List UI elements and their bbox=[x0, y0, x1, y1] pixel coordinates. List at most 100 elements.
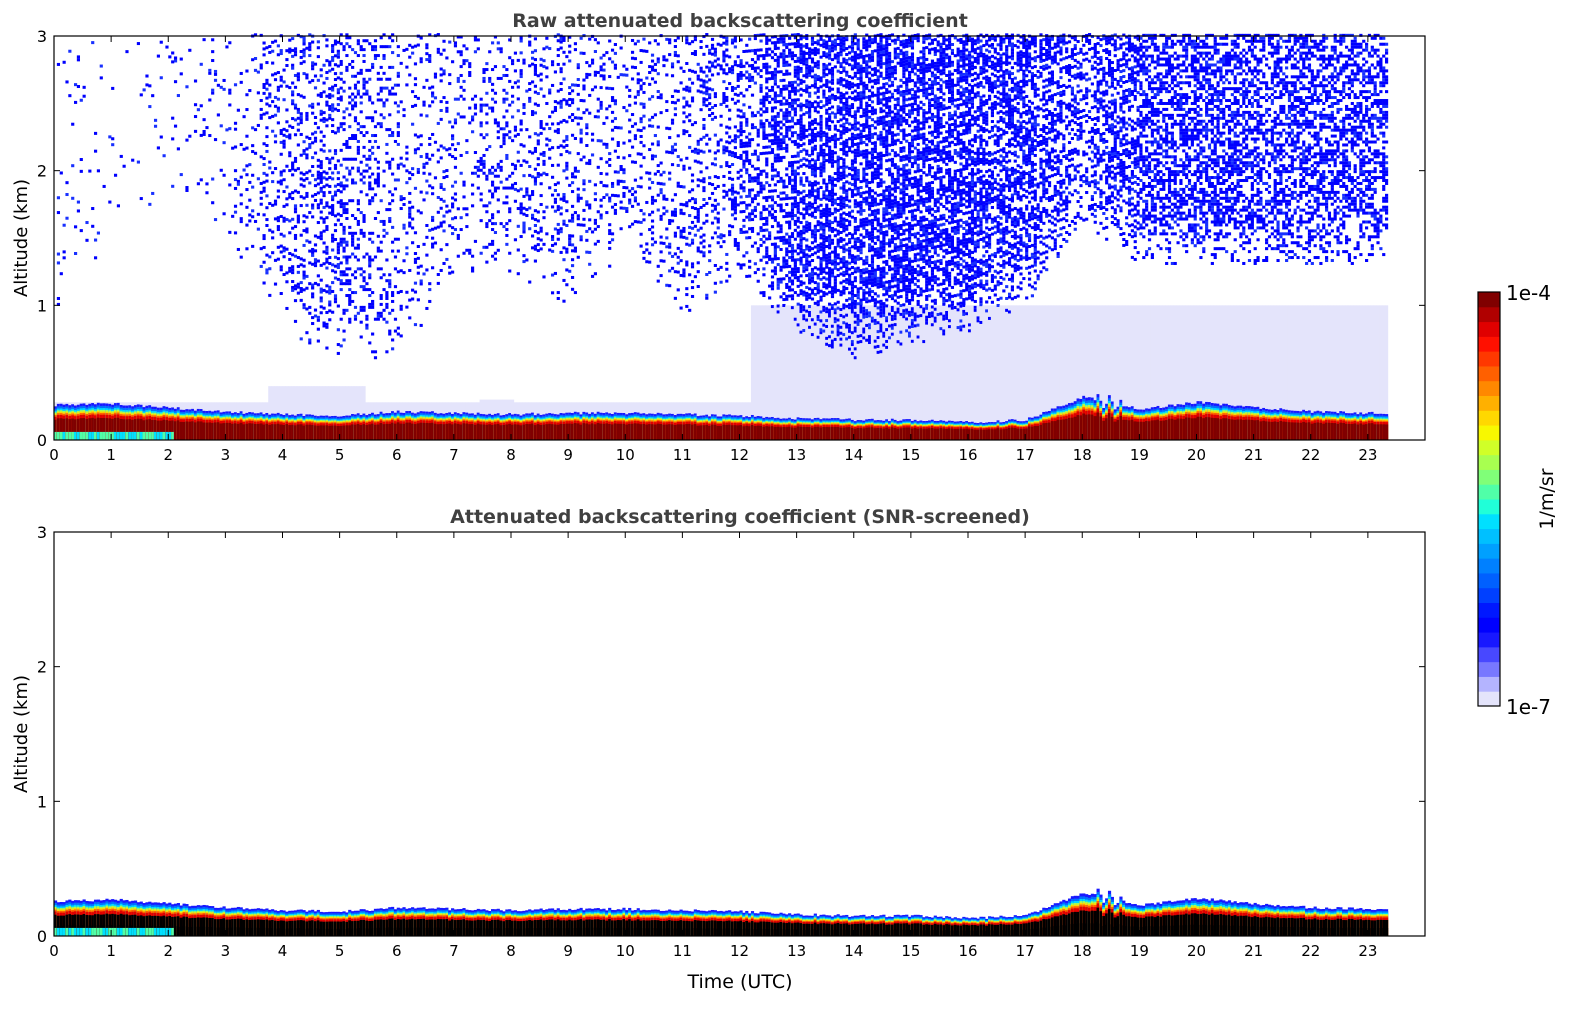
noise-cell bbox=[559, 206, 563, 210]
noise-cell bbox=[371, 291, 375, 295]
noise-cell bbox=[376, 71, 380, 75]
noise-cell bbox=[576, 217, 580, 221]
noise-cell bbox=[525, 258, 529, 262]
noise-cell bbox=[373, 356, 378, 360]
noise-cell bbox=[302, 196, 306, 200]
noise-cell bbox=[568, 59, 572, 63]
noise-cell bbox=[616, 155, 620, 159]
noise-cell bbox=[648, 71, 652, 75]
noise-cell bbox=[545, 101, 549, 105]
noise-cell bbox=[562, 278, 566, 282]
noise-cell bbox=[391, 157, 395, 161]
noise-cell bbox=[291, 167, 295, 171]
noise-cell bbox=[593, 73, 597, 77]
noise-cell bbox=[316, 259, 320, 263]
noise-cell bbox=[179, 72, 183, 76]
noise-cell bbox=[322, 185, 326, 189]
noise-cell bbox=[593, 192, 597, 196]
noise-cell bbox=[59, 272, 63, 276]
noise-cell bbox=[585, 203, 589, 207]
noise-cell bbox=[419, 282, 423, 286]
noise-cell bbox=[590, 58, 595, 62]
noise-cell bbox=[362, 169, 366, 173]
noise-cell bbox=[628, 189, 632, 193]
noise-cell bbox=[151, 94, 155, 98]
noise-cell bbox=[299, 337, 303, 341]
background-noise-band bbox=[345, 386, 349, 440]
noise-cell bbox=[479, 156, 483, 160]
noise-cell bbox=[668, 284, 672, 288]
noise-cell bbox=[559, 37, 563, 41]
noise-cell bbox=[505, 121, 509, 125]
noise-cell bbox=[602, 68, 606, 72]
noise-cell bbox=[570, 98, 575, 102]
noise-cell bbox=[279, 52, 283, 56]
noise-cell bbox=[208, 134, 212, 138]
noise-cell bbox=[656, 208, 660, 212]
noise-cell bbox=[639, 78, 643, 82]
noise-cell bbox=[305, 153, 309, 157]
noise-cell bbox=[688, 273, 692, 277]
backscatter-layer-cell bbox=[322, 425, 326, 440]
noise-cell bbox=[493, 222, 498, 226]
noise-cell bbox=[293, 319, 298, 323]
noise-cell bbox=[639, 185, 643, 189]
noise-cell bbox=[445, 100, 449, 104]
noise-cell bbox=[342, 48, 346, 52]
noise-cell bbox=[368, 175, 372, 179]
noise-cell bbox=[291, 161, 295, 165]
noise-cell bbox=[245, 223, 249, 227]
noise-cell bbox=[413, 290, 418, 294]
noise-cell bbox=[599, 74, 603, 78]
noise-cell bbox=[550, 122, 555, 126]
noise-cell bbox=[602, 142, 606, 146]
noise-cell bbox=[479, 106, 483, 110]
noise-cell bbox=[362, 305, 366, 309]
noise-cell bbox=[342, 237, 346, 241]
noise-cell bbox=[453, 41, 458, 45]
noise-cell bbox=[659, 250, 663, 254]
noise-cell bbox=[336, 55, 340, 59]
noise-cell bbox=[428, 33, 432, 37]
noise-cell bbox=[448, 209, 452, 213]
noise-cell bbox=[690, 262, 695, 266]
noise-cell bbox=[231, 146, 235, 150]
backscatter-layer-cell bbox=[388, 423, 392, 440]
noise-cell bbox=[679, 273, 683, 277]
noise-cell bbox=[499, 76, 503, 80]
noise-cell bbox=[328, 184, 332, 188]
noise-cell bbox=[348, 172, 352, 176]
noise-cell bbox=[368, 98, 372, 102]
noise-cell bbox=[662, 212, 666, 216]
noise-cell bbox=[239, 80, 243, 84]
backscatter-layer-cell bbox=[393, 423, 398, 440]
noise-cell bbox=[302, 178, 306, 182]
noise-cell bbox=[356, 71, 360, 75]
noise-cell bbox=[371, 240, 375, 244]
noise-cell bbox=[328, 116, 332, 120]
noise-cell bbox=[559, 99, 563, 103]
noise-cell bbox=[319, 216, 323, 220]
noise-cell bbox=[251, 173, 255, 177]
noise-cell bbox=[356, 208, 360, 212]
noise-cell bbox=[562, 169, 566, 173]
noise-cell bbox=[416, 167, 420, 171]
backscatter-layer-cell bbox=[365, 425, 369, 440]
noise-cell bbox=[699, 161, 703, 165]
noise-cell bbox=[291, 117, 295, 121]
noise-cell bbox=[276, 195, 280, 199]
noise-cell bbox=[319, 68, 323, 72]
backscatter-layer-cell bbox=[582, 423, 586, 440]
noise-cell bbox=[416, 209, 420, 213]
noise-cell bbox=[385, 350, 389, 354]
noise-cell bbox=[639, 129, 643, 133]
noise-cell bbox=[536, 174, 540, 178]
noise-cell bbox=[505, 222, 509, 226]
backscatter-layer-cell bbox=[505, 424, 509, 440]
backscatter-layer-cell bbox=[125, 419, 129, 440]
noise-cell bbox=[396, 122, 400, 126]
noise-cell bbox=[688, 225, 692, 229]
noise-cell bbox=[425, 52, 429, 56]
noise-cell bbox=[648, 177, 652, 181]
raw-panel-title: Raw attenuated backscattering coefficien… bbox=[512, 10, 968, 32]
